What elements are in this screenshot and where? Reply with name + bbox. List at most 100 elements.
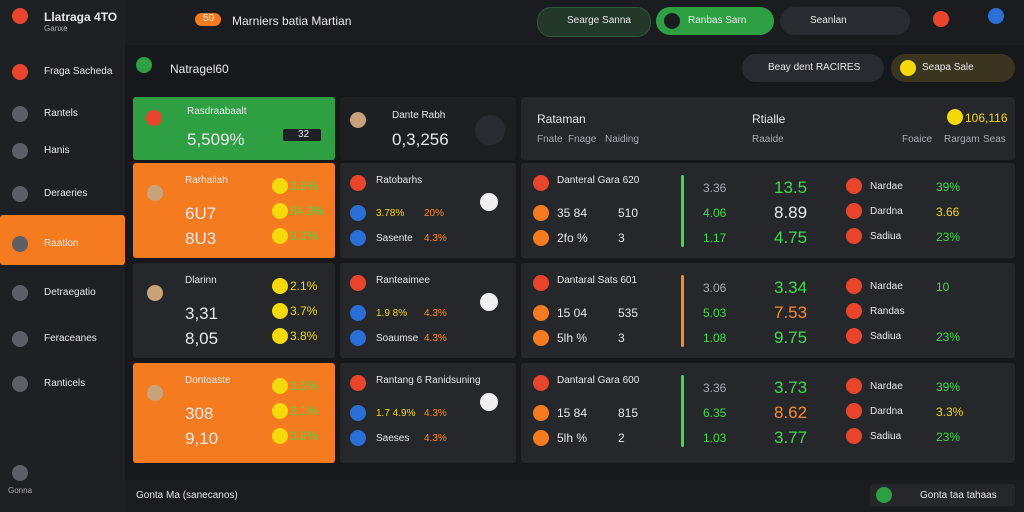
pick-pct: 3.3%	[936, 405, 964, 419]
divider	[681, 375, 684, 447]
toggle[interactable]	[480, 293, 498, 311]
row-line: 35 84	[557, 206, 588, 220]
panel-col: Foaice	[902, 134, 933, 145]
toggle[interactable]	[480, 193, 498, 211]
tag-text: 32	[298, 129, 310, 140]
panel-col: Seas	[983, 134, 1006, 145]
player-name: Rarhallah	[185, 175, 228, 186]
icon	[12, 143, 28, 159]
filter[interactable]	[742, 54, 884, 82]
icon	[846, 228, 862, 244]
icon	[533, 430, 549, 446]
icon	[350, 375, 366, 391]
panel-title2: Rtialle	[752, 112, 786, 126]
icon	[272, 178, 288, 194]
toggle[interactable]	[480, 393, 498, 411]
player-card	[133, 363, 335, 463]
select-text: Seapa Sale	[922, 62, 974, 73]
pick-pct: 23%	[936, 430, 961, 444]
summary-value: 0,3,256	[392, 130, 449, 149]
pick-name: Sadiua	[870, 331, 902, 342]
sidebar-footer: Gonna	[8, 486, 33, 495]
panel-col: Fnate	[537, 134, 563, 145]
player-value: 6U7	[185, 204, 217, 223]
nav-label: Rantels	[44, 108, 78, 119]
icon	[12, 236, 28, 252]
icon	[147, 185, 163, 201]
match-pct: 4.3%	[424, 308, 447, 319]
icon	[533, 230, 549, 246]
icon	[12, 64, 28, 80]
nav-label: Fraga Sacheda	[44, 66, 113, 77]
pill-text: Ranbas Sarn	[688, 15, 747, 26]
odds: 1.17	[703, 231, 727, 245]
icon	[846, 328, 862, 344]
row-line: 2	[618, 431, 625, 445]
footer-button[interactable]	[870, 484, 1015, 506]
footer-right: Gonta taa tahaas	[920, 490, 997, 501]
nav-label: Feraceanes	[44, 333, 97, 344]
icon	[350, 330, 366, 346]
divider	[681, 175, 684, 247]
match-row-card	[521, 363, 1015, 463]
add-button[interactable]	[475, 115, 505, 145]
row-value: 13.5	[774, 178, 808, 197]
player-value: 8U3	[185, 229, 217, 248]
search[interactable]	[780, 7, 910, 35]
row-line: 3	[618, 231, 625, 245]
stat: 3.8%	[290, 329, 318, 343]
odds: 3.06	[703, 281, 727, 295]
footer-left: Gonta Ma (sanecanos)	[136, 490, 238, 501]
icon	[272, 303, 288, 319]
pill[interactable]	[537, 7, 651, 37]
row-line: 15 04	[557, 306, 588, 320]
match-row: Saeses	[376, 433, 410, 444]
icon	[846, 403, 862, 419]
player-card	[133, 263, 335, 358]
match-pct: 4.3%	[424, 233, 447, 244]
match-row-card	[521, 263, 1015, 358]
row-value: 7.53	[774, 303, 808, 322]
pick-pct: 10	[936, 280, 950, 294]
stat: 84.3%	[290, 204, 325, 218]
row-line: 815	[618, 406, 639, 420]
pick-name: Nardae	[870, 181, 903, 192]
icon	[846, 203, 862, 219]
pick-name: Randas	[870, 306, 905, 317]
odds: 5.03	[703, 306, 727, 320]
row-title: Danteral Gara 620	[557, 175, 640, 186]
icon	[12, 331, 28, 347]
player-value: 3,31	[185, 304, 219, 323]
icon	[533, 305, 549, 321]
stat: 3.7%	[290, 304, 318, 318]
odds: 3.36	[703, 381, 727, 395]
icon	[533, 275, 549, 291]
tag	[283, 129, 321, 141]
row-line: 5lh %	[557, 431, 588, 445]
pick-name: Sadiua	[870, 231, 902, 242]
icon	[272, 228, 288, 244]
icon	[846, 378, 862, 394]
match-pct: 4.3%	[424, 333, 447, 344]
odds: 4.06	[703, 206, 727, 220]
odds: 1.03	[703, 431, 727, 445]
panel-col: Naiding	[605, 134, 639, 145]
featured-value: 5,509%	[187, 130, 245, 149]
nav-label: Detraegatio	[44, 287, 96, 298]
nav-label: Hanis	[44, 145, 70, 156]
icon	[933, 11, 949, 27]
nav-label: Raation	[44, 238, 79, 249]
match-pct: 4.3%	[424, 433, 447, 444]
icon	[272, 403, 288, 419]
row-line: 2fo %	[557, 231, 588, 245]
match-row: 1.9 8%	[376, 308, 408, 319]
match-title: Ranteaimee	[376, 275, 430, 286]
match-pct: 20%	[424, 208, 445, 219]
match-row: 1.7 4.9%	[376, 408, 416, 419]
summary-name: Dante Rabh	[392, 110, 446, 121]
icon	[533, 175, 549, 191]
pick-name: Dardna	[870, 406, 903, 417]
row-line: 5lh %	[557, 331, 588, 345]
pick-name: Dardna	[870, 206, 903, 217]
